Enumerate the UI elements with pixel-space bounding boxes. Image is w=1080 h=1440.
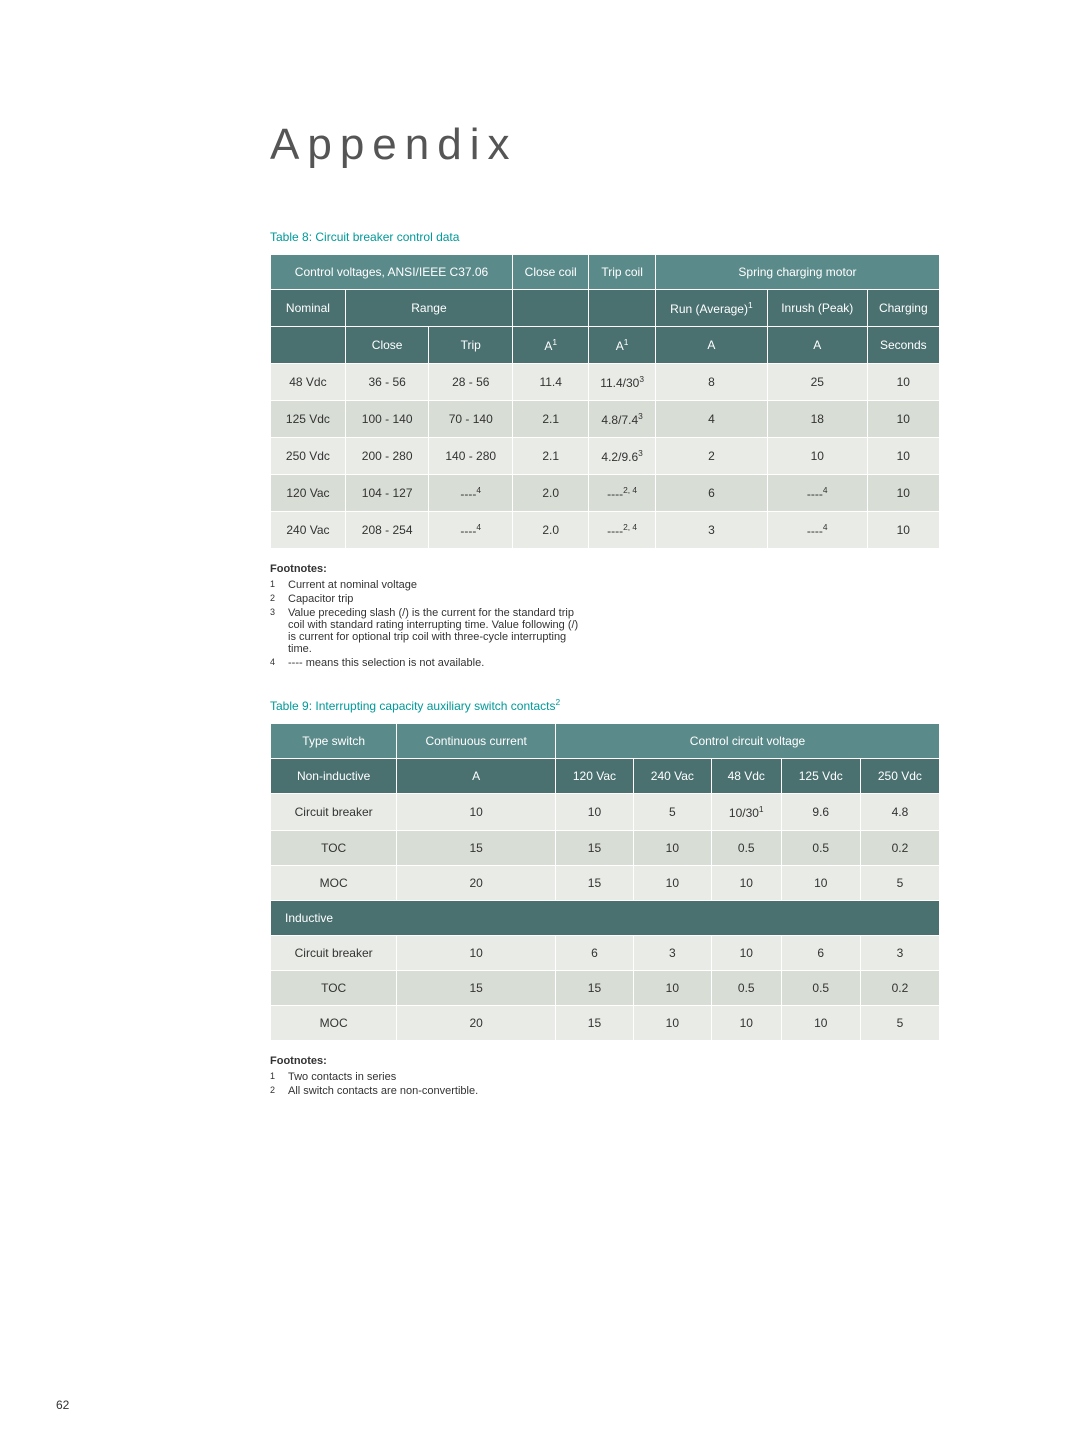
t9-h-a: A: [397, 759, 556, 794]
t9-c2: 48 Vdc: [711, 759, 781, 794]
t9-fn-title: Footnotes:: [270, 1055, 940, 1067]
table8-caption: Table 8: Circuit breaker control data: [270, 230, 940, 244]
table8: Control voltages, ANSI/IEEE C37.06Close …: [270, 254, 940, 549]
t9-c1: 240 Vac: [633, 759, 711, 794]
page-number: 62: [56, 1398, 69, 1412]
t9-h-cont: Continuous current: [397, 724, 556, 759]
page-title: Appendix: [270, 120, 940, 170]
t9-c3: 125 Vdc: [781, 759, 860, 794]
table9-caption: Table 9: Interrupting capacity auxiliary…: [270, 697, 940, 713]
t8-fn-title: Footnotes:: [270, 563, 940, 575]
t9-h-type: Type switch: [271, 724, 397, 759]
t9-c0: 120 Vac: [556, 759, 634, 794]
t9-c4: 250 Vdc: [860, 759, 939, 794]
table9: Type switch Continuous current Control c…: [270, 723, 940, 1041]
t9-h-ni: Non-inductive: [271, 759, 397, 794]
table8-footnotes: Footnotes: 1Current at nominal voltage2C…: [270, 563, 940, 669]
t9-h-ccv: Control circuit voltage: [556, 724, 940, 759]
table9-footnotes: Footnotes: 1Two contacts in series2All s…: [270, 1055, 940, 1097]
t9-h-ind: Inductive: [271, 901, 940, 936]
